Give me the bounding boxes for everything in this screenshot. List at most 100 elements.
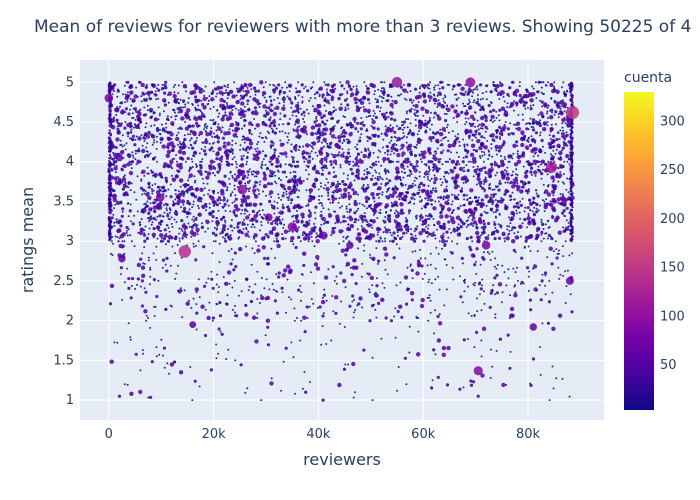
data-point [143, 155, 146, 158]
data-point [122, 163, 128, 169]
data-point [442, 97, 445, 100]
data-point [438, 288, 441, 291]
data-point [443, 113, 446, 115]
data-point [362, 185, 365, 188]
data-point [145, 236, 149, 241]
data-point [215, 157, 219, 161]
data-point [209, 195, 215, 201]
data-point [411, 132, 415, 136]
data-point [205, 209, 207, 212]
data-point [139, 186, 144, 190]
data-point [201, 177, 204, 180]
data-point [416, 352, 421, 357]
data-point [306, 178, 309, 180]
data-point [416, 191, 420, 196]
data-point [166, 239, 170, 243]
data-point [191, 399, 194, 402]
data-point [482, 160, 485, 163]
data-point [391, 106, 394, 109]
data-point [414, 124, 417, 127]
data-point [143, 140, 146, 143]
data-point [300, 212, 305, 217]
data-point [240, 212, 243, 215]
data-point [428, 296, 431, 299]
data-point [243, 124, 246, 127]
data-point [539, 122, 542, 125]
data-point [223, 202, 227, 206]
data-point [499, 82, 504, 88]
data-point [268, 160, 271, 163]
data-point [402, 132, 405, 135]
data-point [170, 174, 173, 177]
data-point [197, 207, 200, 210]
data-point [227, 163, 230, 166]
data-point [300, 128, 306, 133]
data-point [557, 132, 560, 135]
data-point [301, 96, 304, 99]
data-point [307, 166, 309, 169]
data-point [113, 224, 116, 227]
data-point [392, 190, 397, 195]
data-point [511, 80, 515, 84]
data-point [337, 119, 340, 122]
data-point [509, 222, 512, 225]
data-point [143, 106, 146, 109]
data-point [155, 218, 158, 221]
data-point [154, 201, 157, 204]
data-point [404, 195, 408, 199]
data-point [386, 195, 391, 200]
data-point [483, 114, 487, 118]
data-point [325, 151, 328, 154]
data-point [232, 268, 236, 272]
data-point [297, 226, 300, 229]
data-point [224, 113, 227, 116]
data-point [509, 154, 513, 158]
data-point [562, 202, 567, 207]
data-point [414, 234, 417, 237]
data-point [405, 383, 408, 386]
data-point [217, 126, 222, 131]
data-point [390, 83, 393, 86]
data-point [451, 176, 455, 180]
data-point [484, 194, 489, 199]
data-point [273, 212, 276, 215]
data-point [245, 205, 248, 208]
data-point [321, 204, 324, 207]
data-point [148, 283, 151, 286]
data-point [526, 122, 529, 125]
data-point [532, 264, 538, 269]
data-point [539, 134, 542, 137]
data-point [291, 215, 294, 218]
data-point [524, 107, 527, 110]
data-point [282, 226, 285, 229]
data-point [340, 221, 343, 224]
data-point [326, 91, 329, 94]
data-point [516, 201, 520, 205]
data-point [245, 89, 250, 95]
data-point [304, 390, 308, 394]
data-point [546, 124, 549, 127]
data-point [403, 198, 407, 202]
data-point [516, 152, 519, 155]
data-point [376, 217, 379, 219]
data-point [143, 232, 146, 235]
data-point [287, 178, 293, 184]
data-point [224, 221, 227, 224]
data-point [346, 177, 349, 180]
data-point [144, 138, 147, 140]
data-point [509, 313, 514, 318]
data-point [226, 188, 229, 191]
data-point [444, 180, 449, 184]
data-point [143, 262, 146, 265]
data-point [239, 363, 243, 367]
data-point [497, 223, 500, 226]
data-point [552, 387, 555, 390]
data-point [413, 112, 416, 115]
data-point [330, 96, 333, 99]
data-point [217, 286, 220, 288]
data-point [486, 140, 489, 142]
data-point [439, 132, 444, 137]
data-point [465, 226, 468, 228]
data-point [409, 265, 412, 267]
data-point [500, 94, 503, 96]
